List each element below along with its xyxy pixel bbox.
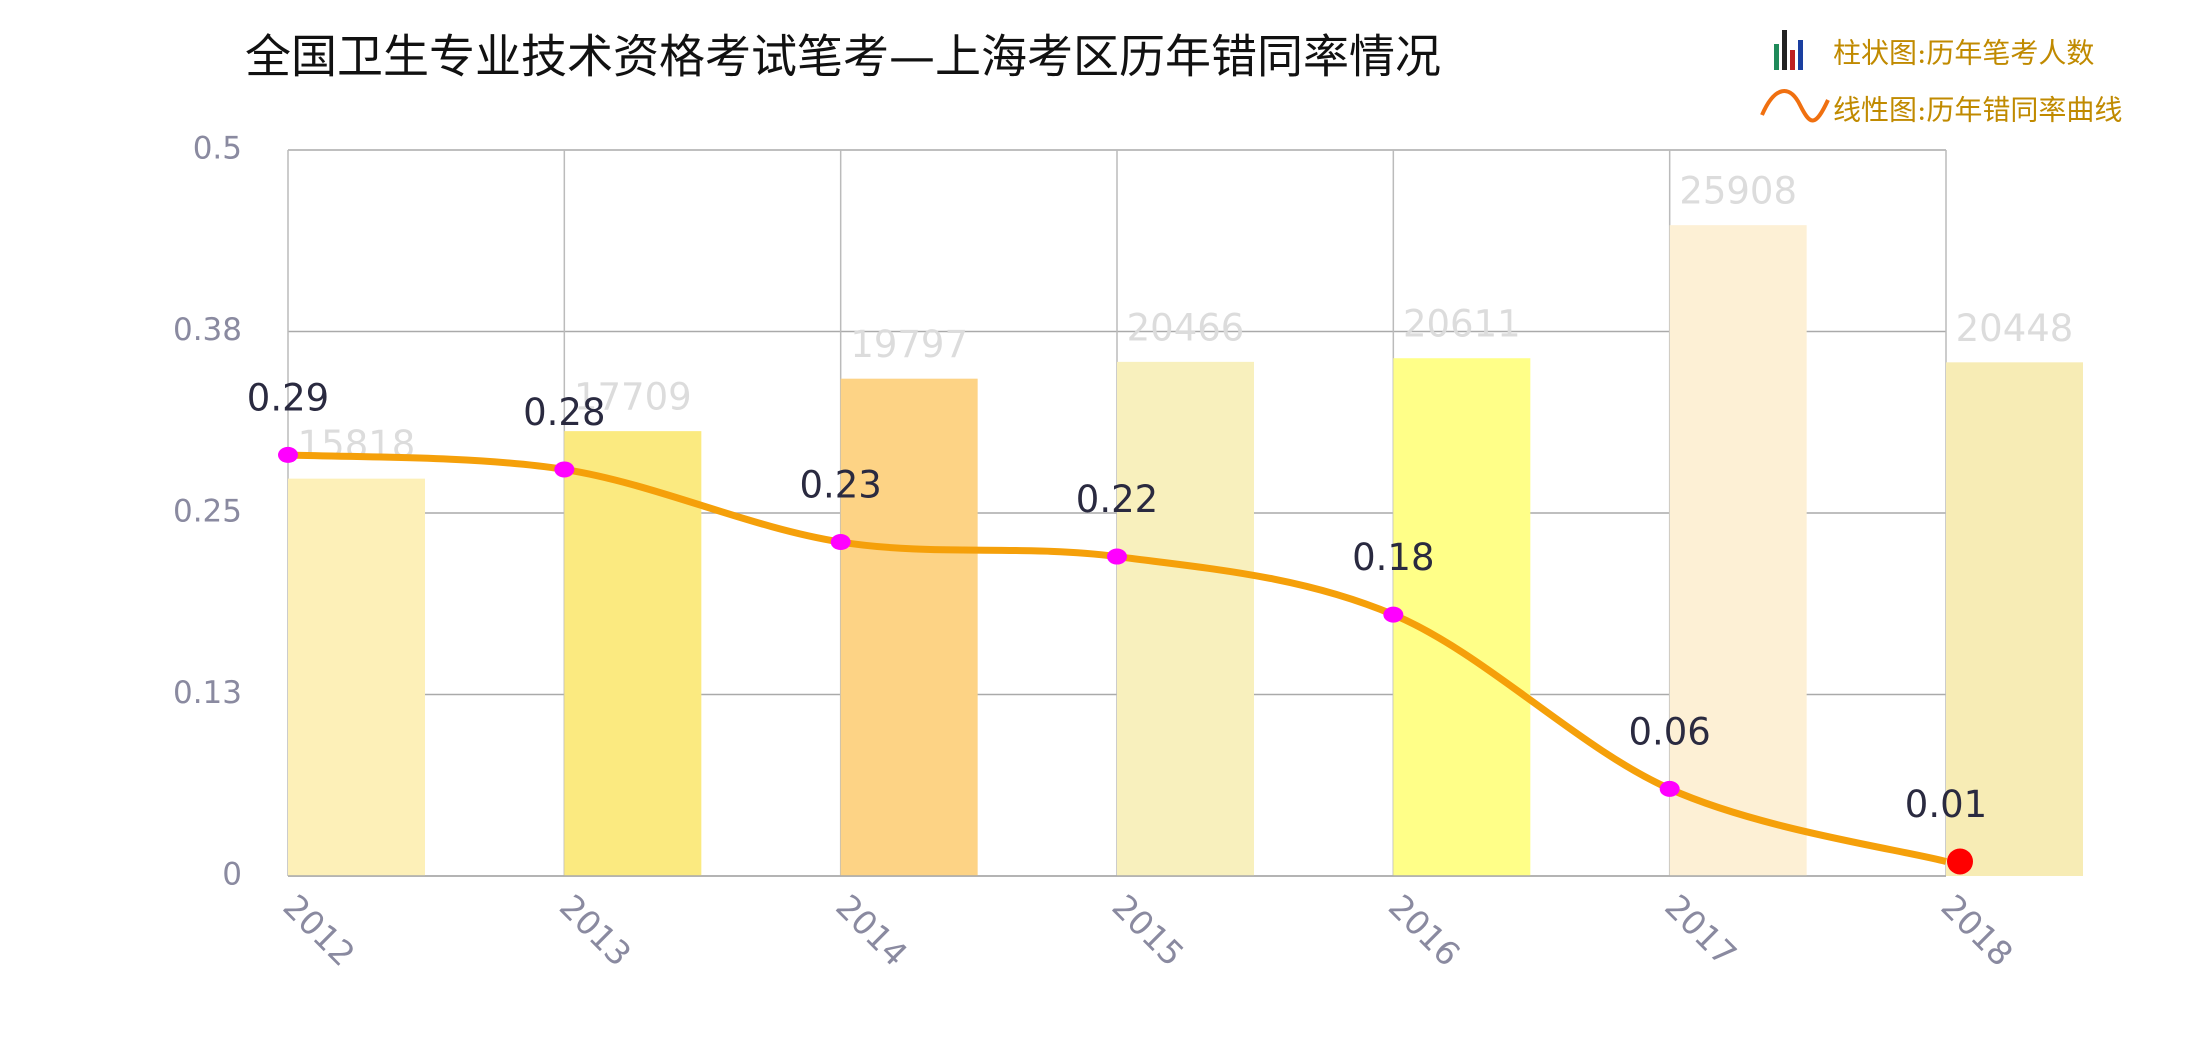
line-point [1947,848,1973,875]
x-tick-label: 2016 [1381,887,1468,974]
line-point [830,534,851,551]
chart-title: 全国卫生专业技术资格考试笔考—上海考区历年错同率情况 [245,30,1441,84]
line-value-label: 0.01 [1905,783,1987,826]
line-point [1383,606,1404,623]
y-tick-label: 0.5 [193,131,242,167]
y-tick-label: 0.25 [173,494,242,530]
line-point [1659,780,1680,797]
x-tick-label: 2014 [828,887,915,974]
line-point [1107,548,1127,565]
y-tick-label: 0 [222,857,242,893]
y-tick-label: 0.13 [173,675,242,711]
line-value-label: 0.29 [247,376,329,419]
bar-value-label: 25908 [1679,170,1797,213]
line-value-label: 0.06 [1628,710,1710,753]
bar-value-label: 20611 [1403,303,1521,346]
x-tick-label: 2012 [276,887,363,974]
line-value-label: 0.28 [523,391,605,434]
bar-value-label: 20448 [1956,307,2074,350]
legend: 柱状图:历年笔考人数 线性图:历年错同率曲线 [1760,30,2122,127]
bar [1393,358,1531,876]
legend-label: 柱状图:历年笔考人数 [1833,37,2094,70]
y-tick-label: 0.38 [173,312,242,348]
bar-value-label: 19797 [850,323,968,366]
line-value-label: 0.22 [1076,478,1158,521]
legend-label: 线性图:历年错同率曲线 [1833,94,2122,127]
bar [288,478,425,876]
x-tick-label: 2018 [1934,887,2021,974]
legend-bar-icon [1774,30,1803,70]
bar [840,378,978,876]
bar [1946,362,2083,876]
bar [564,431,702,876]
line-point [278,446,298,463]
x-tick-label: 2017 [1657,887,1744,974]
bar-value-label: 17709 [574,376,692,419]
legend-line-icon [1760,89,1830,123]
line-value-label: 0.18 [1352,536,1434,579]
bar [1669,225,1807,876]
bar [1117,361,1254,876]
x-tick-label: 2013 [552,887,639,974]
x-tick-label: 2015 [1105,887,1192,974]
bar-value-label: 20466 [1127,306,1245,349]
line-value-label: 0.23 [799,464,881,507]
line-point [554,461,575,478]
